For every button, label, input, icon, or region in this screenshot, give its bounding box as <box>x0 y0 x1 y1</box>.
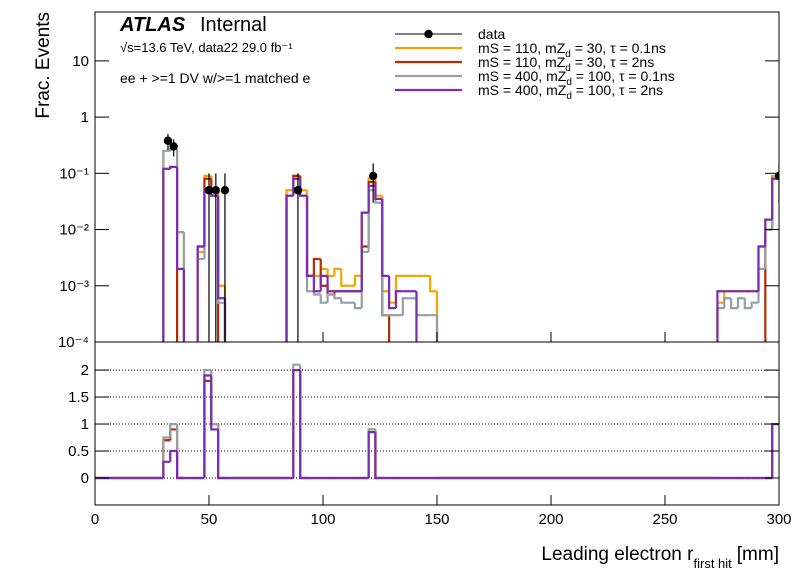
x-tick-label: 100 <box>310 511 335 528</box>
histogram-bin <box>203 374 212 479</box>
histogram-bin <box>429 275 437 293</box>
histogram-bin <box>723 297 732 309</box>
x-tick-label: 250 <box>652 511 677 528</box>
legend-label: mS = 400, mZd = 100, τ = 0.1ns <box>478 68 675 88</box>
y-tick-label: 1 <box>81 416 89 433</box>
y-axis-title: Frac. Events <box>33 12 54 119</box>
histogram-bin <box>374 432 383 480</box>
histogram-bin <box>217 429 225 480</box>
plot-area <box>162 134 779 342</box>
histogram-bin <box>162 460 171 479</box>
histogram-bin <box>367 431 376 479</box>
x-tick-label: 0 <box>91 511 99 528</box>
status-label: Internal <box>200 14 267 36</box>
histogram-bin <box>388 275 396 310</box>
data-point <box>211 186 221 195</box>
histogram-bin <box>394 290 403 309</box>
histogram-bin <box>196 245 205 342</box>
y-tick-label: 10⁻² <box>59 222 89 239</box>
histogram-bin <box>312 257 321 276</box>
data-point <box>204 186 214 195</box>
legend-label: data <box>478 26 505 42</box>
histogram-bin <box>388 315 391 342</box>
y-tick-label: 10 <box>72 53 89 70</box>
y-tick-label: 0 <box>81 470 89 487</box>
histogram-bin <box>169 165 178 169</box>
x-tick-label: 300 <box>766 511 791 528</box>
histogram-bin <box>292 368 301 479</box>
histogram-bin <box>764 218 773 247</box>
y-tick-label: 1.5 <box>68 389 89 406</box>
data-point <box>163 136 173 145</box>
histogram-bin <box>401 297 410 316</box>
histogram-bin <box>435 291 439 342</box>
plot-area <box>95 363 779 480</box>
histogram-bin <box>757 245 766 292</box>
histogram-bin <box>305 195 314 277</box>
x-title-unit: [mm] <box>737 544 779 565</box>
y-tick-label: 0.5 <box>68 443 89 460</box>
data-point <box>368 171 378 181</box>
legend-label: mS = 400, mZd = 100, τ = 2ns <box>478 82 663 102</box>
histogram-bin <box>169 449 178 462</box>
legend-marker <box>424 29 433 39</box>
histogram-bin <box>730 298 738 310</box>
legend-label: mS = 110, mZd = 30, τ = 2ns <box>478 54 654 74</box>
histogram-bin <box>175 451 184 480</box>
frame <box>94 341 780 506</box>
x-title-sub: first hit <box>693 556 732 571</box>
histogram-bin <box>312 275 321 293</box>
histogram-bin <box>162 167 171 342</box>
histogram-bin <box>415 291 418 342</box>
legend-label: mS = 110, mZd = 30, τ = 0.1ns <box>478 40 666 60</box>
data-point <box>169 142 178 151</box>
histogram-bin <box>360 211 369 292</box>
y-tick-label: 10⁻¹ <box>59 165 89 182</box>
histogram-bin <box>217 195 225 300</box>
histogram-bin <box>333 294 342 300</box>
y-tick-label: 2 <box>81 362 89 379</box>
histogram-bin <box>319 294 328 304</box>
histogram-bin <box>326 275 335 293</box>
x-tick-label: 50 <box>201 511 218 528</box>
histogram-bin <box>285 194 294 342</box>
histogram-bin <box>435 315 439 342</box>
histogram-bin <box>353 274 362 286</box>
histogram-bin <box>743 298 752 310</box>
y-tick-label: 10⁻³ <box>59 278 89 295</box>
histogram-bin <box>175 166 184 270</box>
x-title-main: Leading electron r <box>541 544 694 565</box>
histogram-bin <box>210 375 219 431</box>
histogram-bin <box>340 298 349 304</box>
y-tick-label: 1 <box>81 109 89 126</box>
histogram-bin <box>299 370 308 480</box>
x-axis-title: Leading electron rfirst hit [mm] <box>541 544 779 571</box>
energy-label: √s=13.6 TeV, data22 29.0 fb⁻¹ <box>120 40 293 55</box>
histogram-bin <box>374 185 383 201</box>
histogram-bin <box>333 267 342 276</box>
data-point <box>220 186 230 195</box>
histogram-bin <box>750 301 759 309</box>
histogram-bin <box>381 198 390 277</box>
histogram-bin <box>340 268 349 287</box>
histogram-bin <box>326 293 335 303</box>
histogram-bin <box>353 302 362 310</box>
histogram-bin <box>319 274 328 292</box>
histogram-bin <box>736 297 745 309</box>
histogram-bin <box>182 268 186 342</box>
selection-label: ee + >=1 DV w/>=1 matched e <box>120 70 311 86</box>
histogram-bin <box>299 178 308 197</box>
experiment-label: ATLAS <box>119 14 186 36</box>
histogram-bin <box>716 290 725 342</box>
y-tick-label: 10⁻⁴ <box>58 334 89 351</box>
x-tick-label: 200 <box>538 511 563 528</box>
data-point <box>293 186 303 195</box>
histogram-bin <box>169 422 178 438</box>
x-tick-label: 150 <box>424 511 449 528</box>
